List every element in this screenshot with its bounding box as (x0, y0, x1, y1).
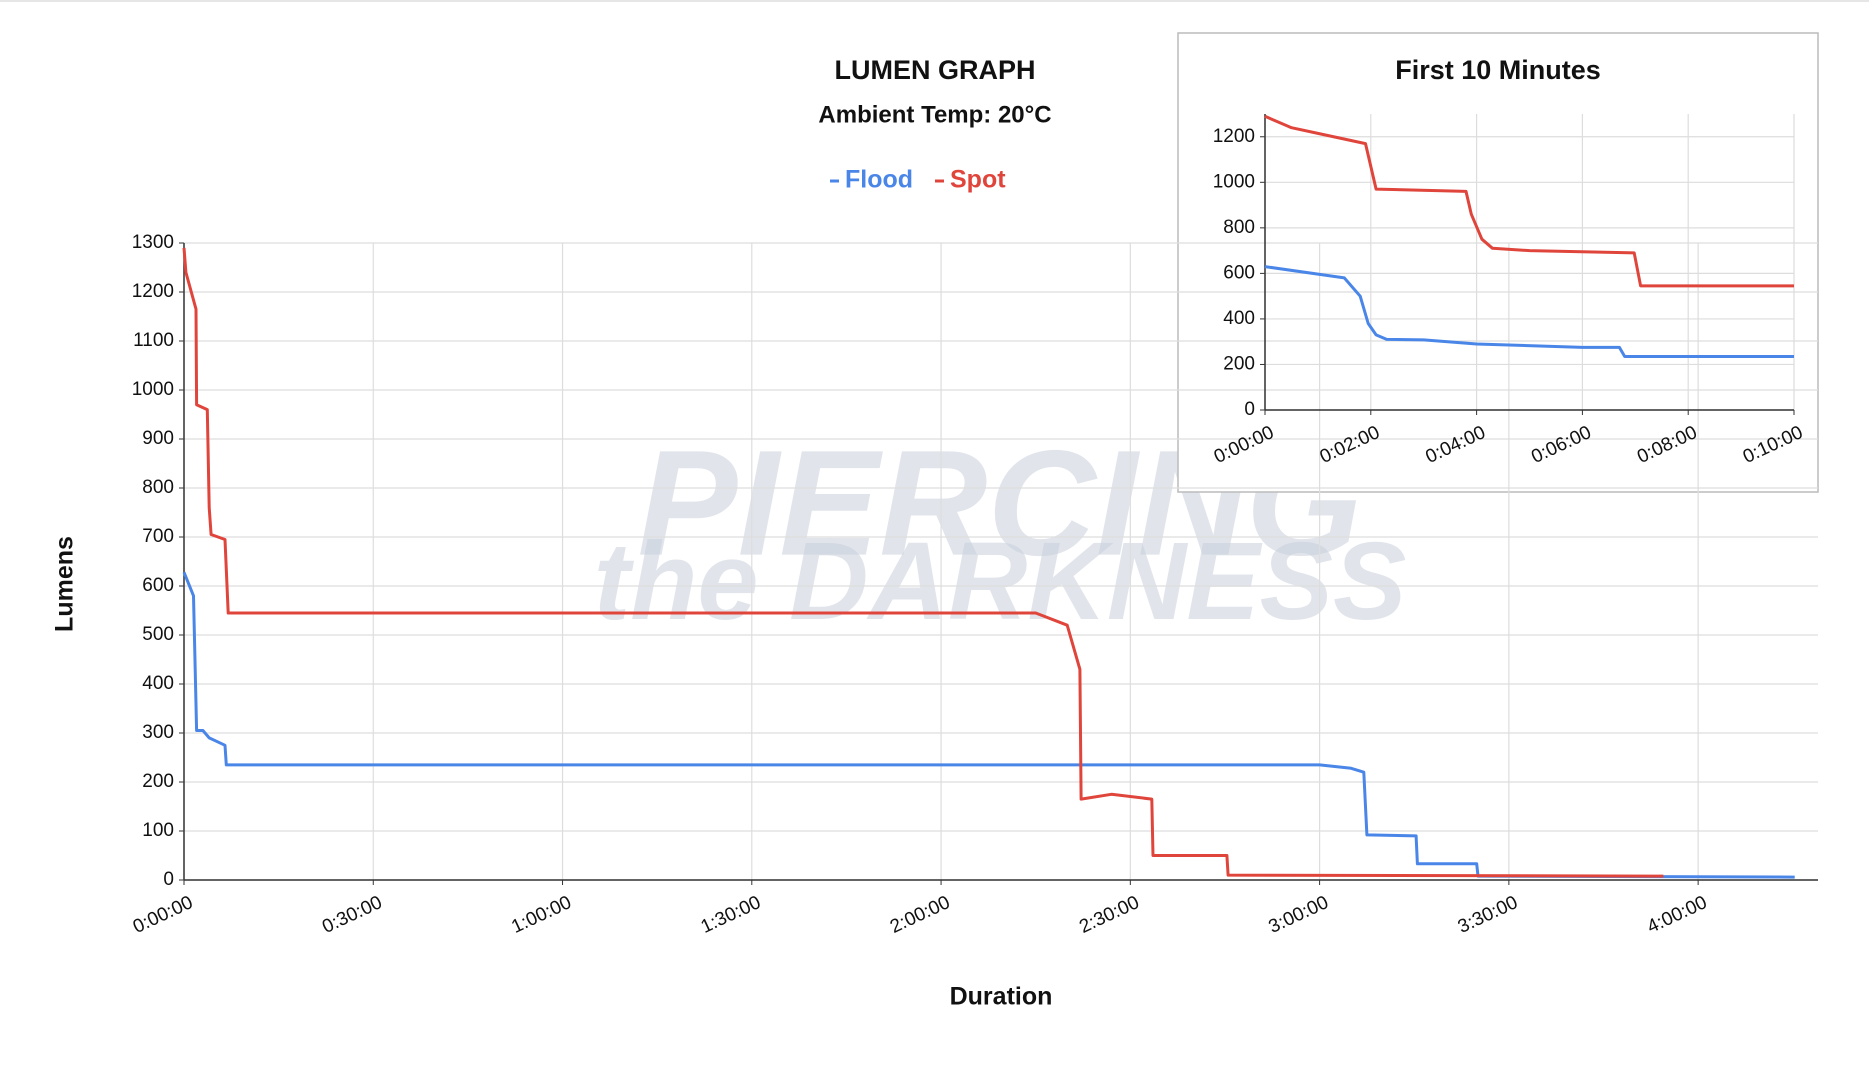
y-tick-label: 100 (142, 820, 174, 841)
y-tick-label: 800 (1223, 217, 1255, 238)
chart-title: LUMEN GRAPH (835, 55, 1036, 85)
y-tick-label: 600 (142, 575, 174, 596)
x-tick-label: 4:00:00 (1644, 892, 1710, 938)
legend-label: Flood (845, 166, 913, 194)
y-tick-label: 700 (142, 526, 174, 547)
y-tick-label: 1000 (132, 379, 174, 400)
y-tick-label: 1300 (132, 232, 174, 253)
x-tick-label: 3:00:00 (1265, 892, 1331, 938)
y-axis-title: Lumens (51, 536, 79, 632)
watermark: the DARKNESS (594, 520, 1407, 643)
series-line (182, 247, 1664, 878)
y-tick-label: 400 (1223, 308, 1255, 329)
y-tick-label: 200 (1223, 353, 1255, 374)
series-line (1264, 265, 1794, 358)
y-tick-label: 400 (142, 673, 174, 694)
y-tick-label: 0 (1244, 399, 1255, 420)
chart-subtitle: Ambient Temp: 20°C (818, 101, 1051, 128)
y-tick-label: 200 (142, 771, 174, 792)
y-tick-label: 1200 (1213, 126, 1255, 147)
x-tick-label: 3:30:00 (1455, 892, 1521, 938)
y-tick-label: 500 (142, 624, 174, 645)
y-tick-label: 300 (142, 722, 174, 743)
y-tick-label: 1000 (1213, 171, 1255, 192)
x-tick-label: 2:00:00 (887, 892, 953, 938)
legend-label: Spot (950, 166, 1006, 194)
series-line (182, 571, 1795, 879)
x-tick-label: 0:00:00 (130, 892, 196, 938)
x-axis-title: Duration (950, 983, 1053, 1011)
x-tick-label: 0:30:00 (319, 892, 385, 938)
x-tick-label: 1:00:00 (508, 892, 574, 938)
x-tick-label: 1:30:00 (698, 892, 764, 938)
y-tick-label: 0 (163, 869, 174, 890)
inset-frame (1177, 32, 1819, 493)
y-tick-label: 1200 (132, 281, 174, 302)
y-tick-label: 600 (1223, 262, 1255, 283)
y-tick-label: 1100 (133, 330, 174, 351)
chart-title: First 10 Minutes (1395, 55, 1601, 85)
y-tick-label: 800 (142, 477, 174, 498)
x-tick-label: 2:30:00 (1076, 892, 1142, 938)
series-line (1264, 114, 1794, 288)
y-tick-label: 900 (142, 428, 174, 449)
